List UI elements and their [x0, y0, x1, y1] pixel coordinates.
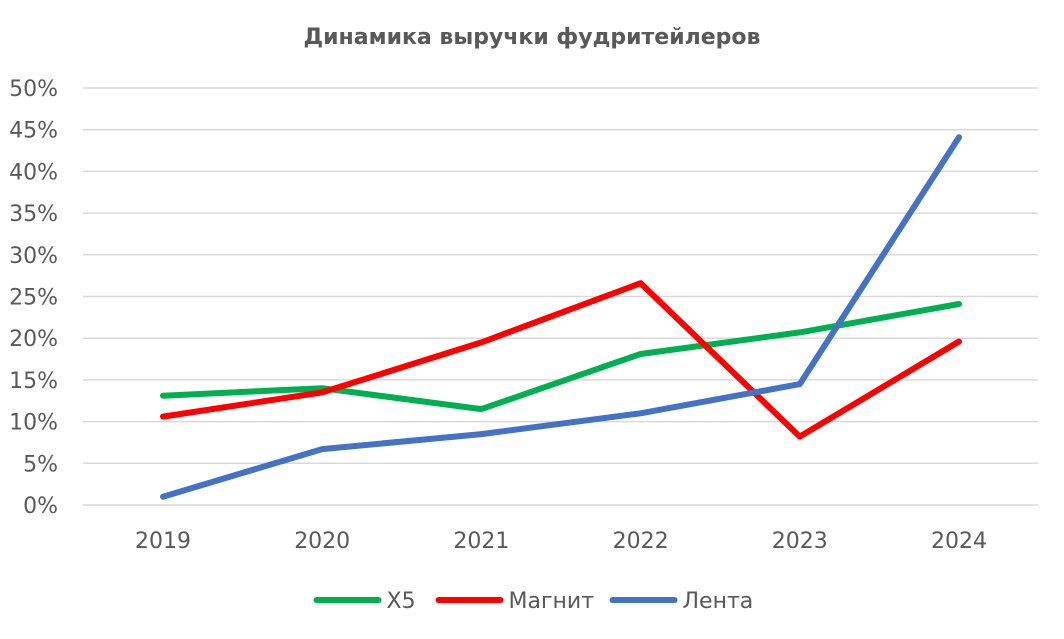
y-tick-label: 15% [9, 369, 58, 394]
x-axis-tick-labels: 2019 2020 2021 2022 2023 2024 [135, 529, 987, 554]
series-line-1 [160, 280, 962, 440]
chart-title: Динамика выручки фудритейлеров [304, 25, 761, 50]
series-line-2 [160, 134, 962, 500]
y-tick-label: 5% [23, 452, 58, 477]
legend-label: Магнит [509, 589, 595, 614]
legend-item: X5 [313, 589, 416, 614]
legend-item: Лента [609, 589, 754, 614]
y-axis-tick-labels: 0% 5% 10% 15% 20% 25% 30% 35% 40% 45% 50% [9, 77, 58, 519]
x-tick-label: 2020 [294, 529, 350, 554]
y-tick-label: 0% [23, 494, 58, 519]
gridlines [83, 87, 1038, 506]
x-tick-label: 2019 [135, 529, 191, 554]
x-tick-label: 2022 [613, 529, 669, 554]
y-tick-label: 50% [9, 77, 58, 102]
x-tick-label: 2023 [772, 529, 828, 554]
legend-label: Лента [683, 589, 754, 614]
x-tick-label: 2024 [931, 529, 987, 554]
y-tick-label: 35% [9, 202, 58, 227]
legend: X5 Магнит Лента [313, 589, 754, 614]
series-lines [160, 134, 962, 500]
legend-item: Магнит [435, 589, 595, 614]
y-tick-label: 40% [9, 160, 58, 185]
series-line-0 [160, 301, 962, 413]
y-tick-label: 20% [9, 327, 58, 352]
legend-label: X5 [387, 589, 416, 614]
x-tick-label: 2021 [453, 529, 509, 554]
y-tick-label: 30% [9, 244, 58, 269]
y-tick-label: 45% [9, 119, 58, 144]
y-tick-label: 25% [9, 286, 58, 311]
y-tick-label: 10% [9, 411, 58, 436]
